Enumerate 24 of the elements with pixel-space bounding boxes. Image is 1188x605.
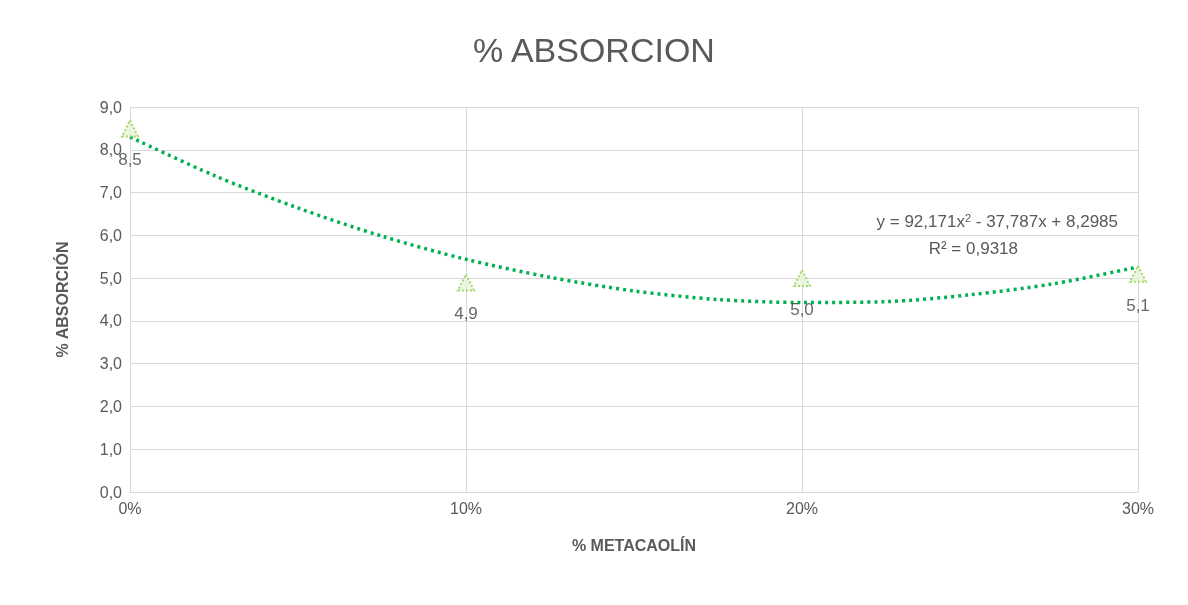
x-tick-label: 20% <box>785 499 819 517</box>
y-tick-label: 2,0 <box>99 397 123 415</box>
y-tick-label: 6,0 <box>99 226 123 244</box>
chart-title: % ABSORCION <box>473 31 715 69</box>
y-tick-label: 5,0 <box>99 269 123 287</box>
data-label: 5,1 <box>1126 295 1150 315</box>
y-tick-label: 3,0 <box>99 355 123 373</box>
data-label: 4,9 <box>454 304 478 324</box>
y-tick-label: 7,0 <box>99 184 123 202</box>
y-tick-label: 9,0 <box>99 98 123 116</box>
data-label: 5,0 <box>790 300 814 320</box>
x-tick-label: 30% <box>1121 499 1155 517</box>
x-tick-label: 0% <box>118 499 142 517</box>
y-tick-label: 1,0 <box>99 440 123 458</box>
x-axis-title: % METACAOLÍN <box>571 535 697 554</box>
point <box>121 119 139 138</box>
y-tick-label: 4,0 <box>99 312 123 330</box>
point <box>793 269 811 288</box>
point <box>457 273 475 292</box>
point <box>1129 264 1147 283</box>
annotation: R² = 0,9318 <box>928 239 1018 258</box>
y-tick-label: 0,0 <box>99 483 123 501</box>
x-tick-label: 10% <box>449 499 483 517</box>
y-axis-title: % ABSORCIÓN <box>52 241 71 358</box>
